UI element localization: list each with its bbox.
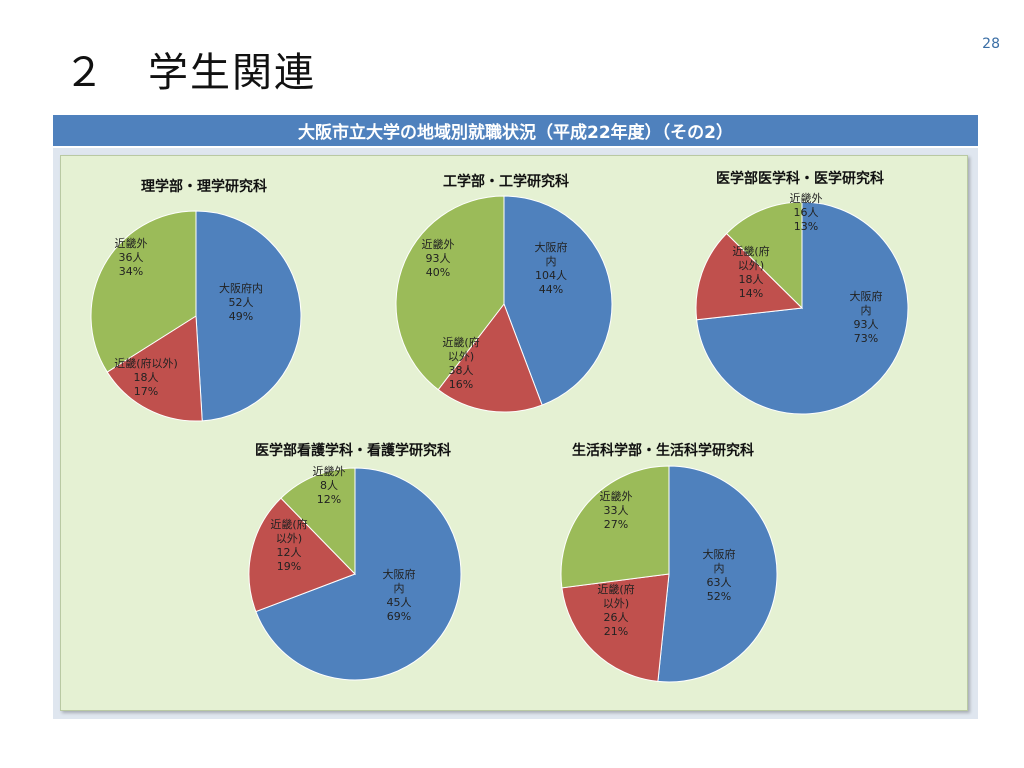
slice-label-osaka: 大阪府内 104人 44% <box>535 240 568 296</box>
pie-slice-osaka <box>255 467 462 681</box>
slice-label-osaka: 大阪府内 52人 49% <box>219 281 263 323</box>
slice-label-kinki-outside-osaka: 近畿(府以外) 12人 19% <box>270 517 307 573</box>
pie-chart-medicine: 大阪府内 93人 73% 近畿(府以外) 18人 14% 近畿外 16人 13% <box>695 191 909 415</box>
chart-title-human-life-science: 生活科学部・生活科学研究科 <box>572 443 754 459</box>
pie-slice-osaka <box>195 210 302 422</box>
slice-label-outside-kinki: 近畿外 16人 13% <box>790 191 823 233</box>
pie-slice-outside-kinki <box>560 465 670 589</box>
slice-label-kinki-outside-osaka: 近畿(府以外) 18人 14% <box>732 244 769 300</box>
chart-banner: 大阪市立大学の地域別就職状況（平成22年度）（その2） <box>53 115 978 146</box>
pie-slice-outside-kinki <box>280 467 356 576</box>
slice-label-osaka: 大阪府内 63人 52% <box>703 547 736 603</box>
slide-title: ２ 学生関連 <box>64 50 316 96</box>
slice-label-osaka: 大阪府内 93人 73% <box>850 289 883 345</box>
pie-slice-kinki-outside-osaka <box>106 315 203 422</box>
chart-panel: 理学部・理学研究科 大阪府内 52人 49% 近畿(府以外) 18人 17% 近畿外 36人 3… <box>60 155 968 711</box>
chart-title-medicine: 医学部医学科・医学研究科 <box>716 171 884 187</box>
slice-label-outside-kinki: 近畿外 36人 34% <box>115 236 148 278</box>
slice-label-kinki-outside-osaka: 近畿(府以外) 26人 21% <box>597 582 634 638</box>
slice-label-outside-kinki: 近畿外 93人 40% <box>422 237 455 279</box>
pie-chart-science: 大阪府内 52人 49% 近畿(府以外) 18人 17% 近畿外 36人 34% <box>90 210 302 422</box>
pie-chart-human-life-science: 大阪府内 63人 52% 近畿(府以外) 26人 21% 近畿外 33人 27% <box>560 465 778 683</box>
pie-slice-kinki-outside-osaka <box>248 497 356 613</box>
chart-title-engineering: 工学部・工学研究科 <box>443 174 569 190</box>
pie-chart-engineering: 大阪府内 104人 44% 近畿(府以外) 38人 16% 近畿外 93人 40% <box>395 195 613 413</box>
pie-slice-outside-kinki <box>395 195 505 391</box>
chart-frame: 理学部・理学研究科 大阪府内 52人 49% 近畿(府以外) 18人 17% 近畿外 36人 3… <box>53 148 978 719</box>
pie-slice-kinki-outside-osaka <box>561 573 670 682</box>
pie-slice-outside-kinki <box>90 210 197 373</box>
pie-slice-osaka <box>503 195 613 406</box>
pie-slice-osaka <box>657 465 778 683</box>
pie-chart-nursing: 大阪府内 45人 69% 近畿(府以外) 12人 19%近畿外 8人 12% <box>248 464 462 681</box>
slice-label-outside-kinki: 近畿外 8人 12% <box>313 464 346 506</box>
chart-title-science: 理学部・理学研究科 <box>141 179 267 195</box>
slice-label-osaka: 大阪府内 45人 69% <box>383 567 416 623</box>
pie-slice-outside-kinki <box>725 201 803 310</box>
page-number: 28 <box>982 36 1000 52</box>
slice-label-outside-kinki: 近畿外 33人 27% <box>600 489 633 531</box>
slice-label-kinki-outside-osaka: 近畿(府以外) 38人 16% <box>442 335 479 391</box>
pie-slice-kinki-outside-osaka <box>437 302 543 413</box>
pie-slice-kinki-outside-osaka <box>695 232 804 321</box>
chart-title-nursing: 医学部看護学科・看護学研究科 <box>255 443 451 459</box>
slice-label-kinki-outside-osaka: 近畿(府以外) 18人 17% <box>114 356 178 398</box>
